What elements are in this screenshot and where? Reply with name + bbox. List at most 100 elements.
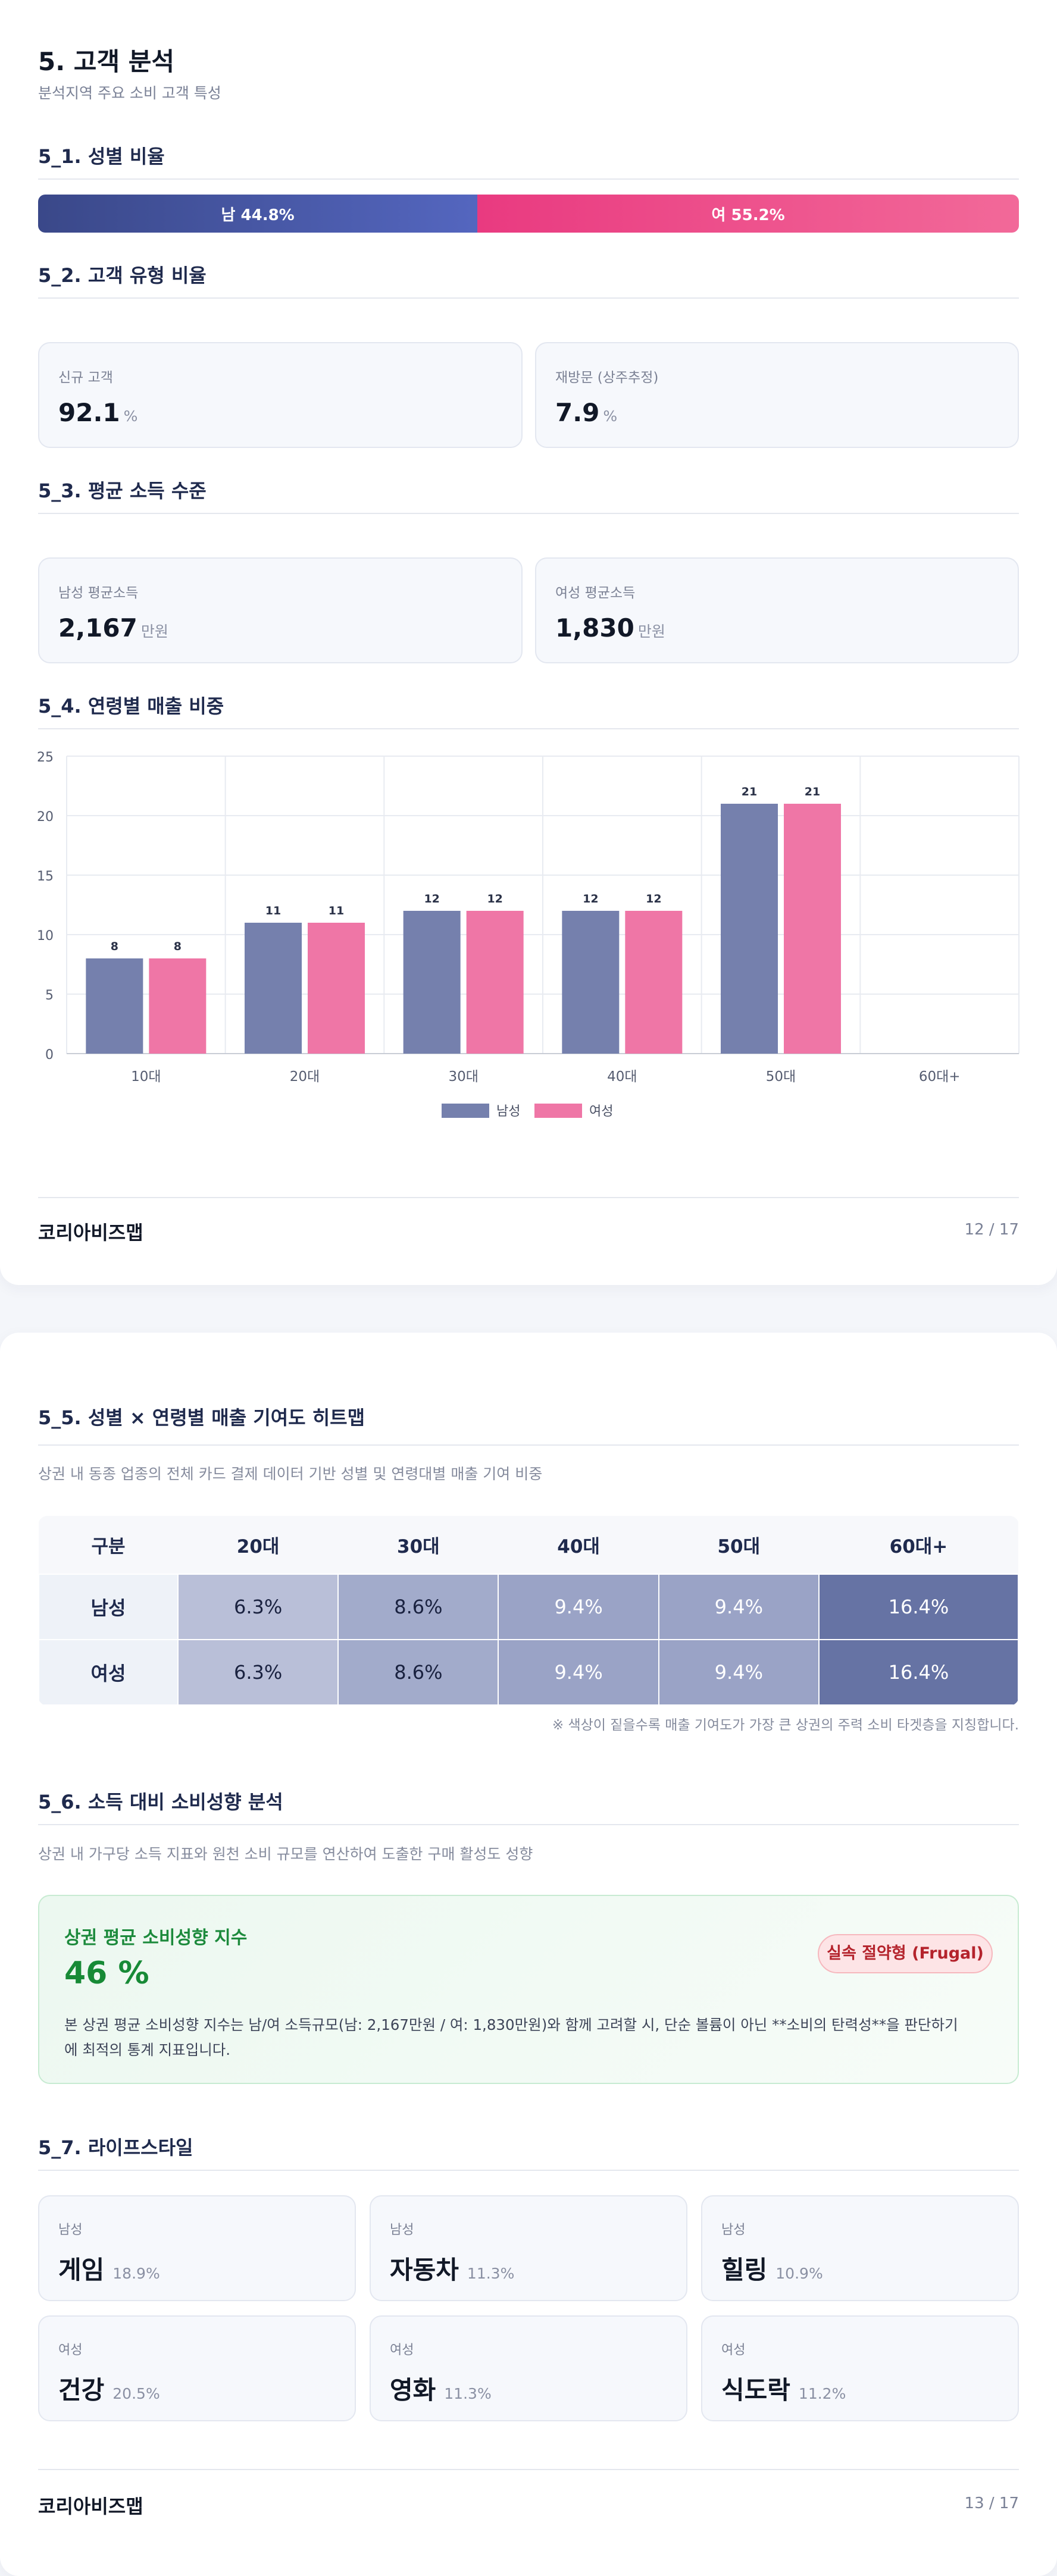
lifestyle-name: 힐링: [721, 2255, 768, 2284]
y-tick-label: 20: [37, 810, 54, 825]
heatmap-table: 구분 20대 30대 40대 50대 60대+ 남성 6.3% 8.6% 9.4…: [38, 1516, 1019, 1706]
heatmap-header-cell: 구분: [39, 1516, 178, 1574]
card-value: 1,830 만원: [555, 613, 665, 643]
card-value: 92.1%: [58, 398, 138, 427]
lifestyle-gender: 여성: [58, 2343, 83, 2358]
section-title-customer-type: 5_2. 고객 유형 비율: [38, 264, 207, 287]
age-sales-bar-chart: 0 5 10 15 20 25 8 8 10대 11 11 20대 12 12 30대 12 12 40대 21 21…: [37, 750, 1020, 1119]
section-title-age-sales: 5_4. 연령별 매출 비중: [38, 695, 224, 717]
x-tick-label: 30대: [448, 1069, 478, 1085]
lifestyle-card: 남성 자동차 11.3%: [370, 2195, 687, 2301]
lifestyle-gender: 여성: [390, 2343, 414, 2358]
propensity-description: 상권 내 가구당 소득 지표와 원천 소비 규모를 연산하여 도출한 구매 활성…: [38, 1845, 533, 1863]
data-label: 12: [424, 892, 439, 905]
data-label: 12: [583, 892, 598, 905]
heatmap-cell: 9.4%: [498, 1639, 659, 1706]
heatmap-cell: 8.6%: [337, 1574, 499, 1640]
divider: [38, 297, 1019, 299]
gender-ratio-bar: 남 44.8% 여 55.2%: [38, 195, 1019, 233]
bar-female: [784, 804, 841, 1054]
lifestyle-gender: 남성: [390, 2223, 414, 2237]
lifestyle-gender: 남성: [58, 2223, 83, 2237]
lifestyle-card: 남성 힐링 10.9%: [701, 2195, 1019, 2301]
heatmap-cell: 9.4%: [658, 1574, 820, 1640]
heatmap-header-cell: 40대: [498, 1516, 659, 1574]
heatmap-cell: 6.3%: [177, 1639, 339, 1706]
propensity-card: 상권 평균 소비성향 지수 46 % 실속 절약형 (Frugal) 본 상권 …: [38, 1895, 1019, 2084]
heatmap-cell: 9.4%: [658, 1639, 820, 1706]
card-label: 여성 평균소득: [555, 585, 636, 601]
report-page-12: 5. 고객 분석 분석지역 주요 소비 고객 특성 5_1. 성별 비율 남 4…: [0, 0, 1057, 1285]
y-tick-label: 15: [37, 869, 54, 884]
section-title-gender-ratio: 5_1. 성별 비율: [38, 145, 165, 168]
footer-divider: [38, 1197, 1019, 1198]
section-title-propensity: 5_6. 소득 대비 소비성향 분석: [38, 1791, 283, 1813]
divider: [38, 1444, 1019, 1446]
x-tick-label: 20대: [290, 1069, 320, 1085]
section-title-lifestyle: 5_7. 라이프스타일: [38, 2136, 193, 2159]
legend-swatch: [442, 1104, 489, 1118]
bar-female: [308, 923, 365, 1054]
section-title-income: 5_3. 평균 소득 수준: [38, 480, 207, 502]
heatmap-header-row: 구분 20대 30대 40대 50대 60대+: [39, 1516, 1018, 1574]
card-value: 2,167 만원: [58, 613, 168, 643]
frugal-badge: 실속 절약형 (Frugal): [818, 1934, 993, 1973]
heatmap-header-cell: 60대+: [818, 1516, 1018, 1574]
lifestyle-name: 식도락: [721, 2376, 790, 2405]
lifestyle-item: 영화 11.3%: [390, 2370, 492, 2406]
lifestyle-card: 남성 게임 18.9%: [38, 2195, 356, 2301]
heatmap-header-cell: 30대: [338, 1516, 499, 1574]
propensity-card-label: 상권 평균 소비성향 지수: [64, 1928, 248, 1948]
gender-bar-female: 여 55.2%: [477, 195, 1019, 233]
card-label: 남성 평균소득: [58, 585, 139, 601]
lifestyle-percent: 11.3%: [467, 2265, 515, 2282]
page-title: 5. 고객 분석: [38, 47, 174, 76]
lifestyle-gender: 남성: [721, 2223, 746, 2237]
bar-female: [466, 911, 524, 1054]
report-page-13: 5_5. 성별 × 연령별 매출 기여도 히트맵 상권 내 동종 업종의 전체 …: [0, 1333, 1057, 2576]
propensity-body-line2: 에 최적의 통계 지표입니다.: [64, 2041, 231, 2058]
gender-bar-male: 남 44.8%: [38, 195, 478, 233]
heatmap-row-label: 남성: [38, 1574, 179, 1640]
section-title-heatmap: 5_5. 성별 × 연령별 매출 기여도 히트맵: [38, 1406, 365, 1429]
heatmap-row-label: 여성: [38, 1639, 179, 1706]
divider: [38, 1824, 1019, 1825]
data-label: 8: [111, 940, 118, 953]
lifestyle-name: 건강: [58, 2376, 105, 2405]
lifestyle-name: 영화: [390, 2376, 436, 2405]
lifestyle-percent: 18.9%: [112, 2265, 160, 2282]
x-tick-label: 60대+: [919, 1069, 961, 1085]
bar-male: [403, 911, 461, 1054]
gender-bar-male-label: 남 44.8%: [221, 206, 295, 224]
heatmap-description: 상권 내 동종 업종의 전체 카드 결제 데이터 기반 성별 및 연령대별 매출…: [38, 1465, 543, 1483]
heatmap-note: ※ 색상이 짙을수록 매출 기여도가 가장 큰 상권의 주력 소비 타겟층을 지…: [552, 1718, 1019, 1733]
bar-female: [625, 911, 683, 1054]
card-label: 신규 고객: [58, 370, 113, 386]
x-tick-label: 40대: [607, 1069, 637, 1085]
heatmap-cell: 16.4%: [818, 1639, 1019, 1706]
gender-bar-female-label: 여 55.2%: [711, 206, 785, 224]
bar-female: [149, 958, 207, 1054]
data-label: 11: [265, 904, 281, 917]
lifestyle-item: 건강 20.5%: [58, 2370, 160, 2406]
divider: [38, 2170, 1019, 2171]
lifestyle-percent: 11.3%: [444, 2385, 492, 2402]
footer-page-number: 13 / 17: [964, 2494, 1019, 2512]
bar-male: [245, 923, 302, 1054]
y-tick-label: 0: [45, 1048, 54, 1063]
footer-page-number: 12 / 17: [964, 1221, 1019, 1239]
heatmap-cell: 6.3%: [177, 1574, 339, 1640]
legend-label: 여성: [589, 1104, 613, 1119]
data-label: 21: [805, 785, 820, 798]
page-subtitle: 분석지역 주요 소비 고객 특성: [38, 84, 221, 102]
data-label: 21: [742, 785, 757, 798]
x-tick-label: 10대: [131, 1069, 161, 1085]
footer-brand: 코리아비즈맵: [38, 1221, 143, 1244]
legend-swatch: [534, 1104, 582, 1118]
divider: [38, 178, 1019, 180]
lifestyle-card: 여성 식도락 11.2%: [701, 2315, 1019, 2421]
card-value: 7.9%: [555, 398, 618, 427]
card-male-income: 남성 평균소득 2,167 만원: [38, 557, 523, 663]
